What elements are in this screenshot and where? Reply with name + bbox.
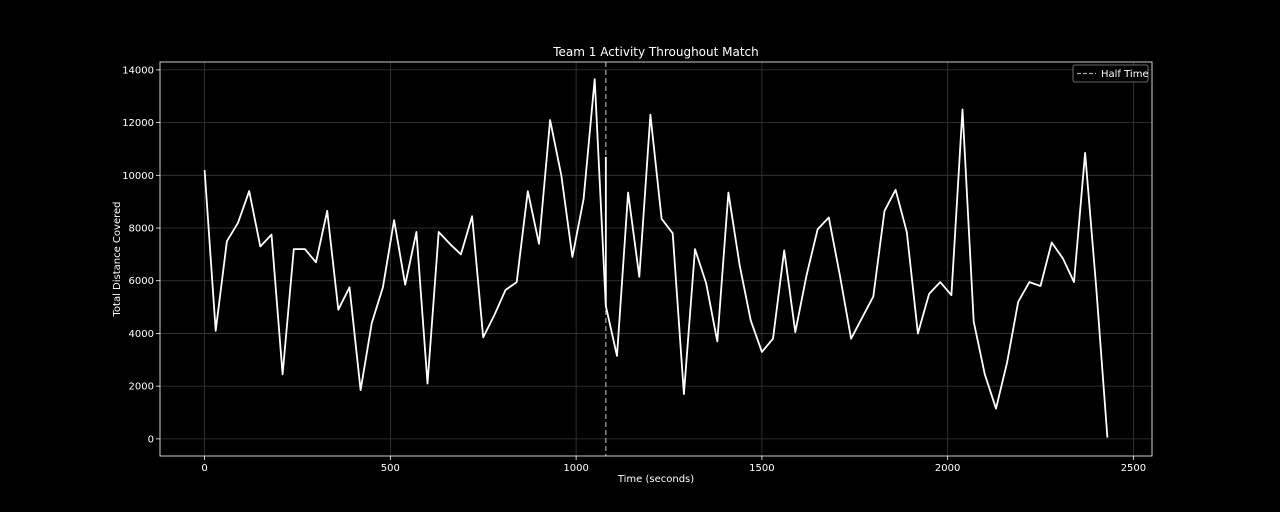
y-tick-label: 4000 [129,329,154,340]
legend-half-time-label: Half Time [1101,69,1149,80]
x-axis-label: Time (seconds) [617,474,694,485]
y-axis-ticks: 0 2000 4000 6000 8000 10000 12000 14000 [122,65,160,445]
y-tick-label: 10000 [122,171,154,182]
y-tick-label: 8000 [129,224,154,235]
x-axis-ticks: 0 500 1000 1500 2000 2500 [201,456,1146,474]
legend-box [1072,64,1149,83]
series-polyline [203,78,1109,438]
grid-lines [160,62,1152,456]
x-tick-label: 2000 [935,463,960,474]
legend: Half Time [1072,64,1149,83]
series-line [203,78,1109,438]
y-axis-label: Total Distance Covered [112,202,123,318]
chart-title: Team 1 Activity Throughout Match [552,45,759,59]
x-tick-label: 1500 [749,463,774,474]
y-tick-label: 0 [148,434,154,445]
x-tick-label: 2500 [1121,463,1146,474]
y-tick-label: 6000 [129,276,154,287]
y-tick-label: 2000 [129,382,154,393]
y-tick-label: 14000 [122,65,154,76]
y-tick-label: 12000 [122,118,154,129]
plot-area [159,61,1153,457]
x-tick-label: 500 [381,463,400,474]
x-tick-label: 0 [201,463,207,474]
x-tick-label: 1000 [563,463,588,474]
